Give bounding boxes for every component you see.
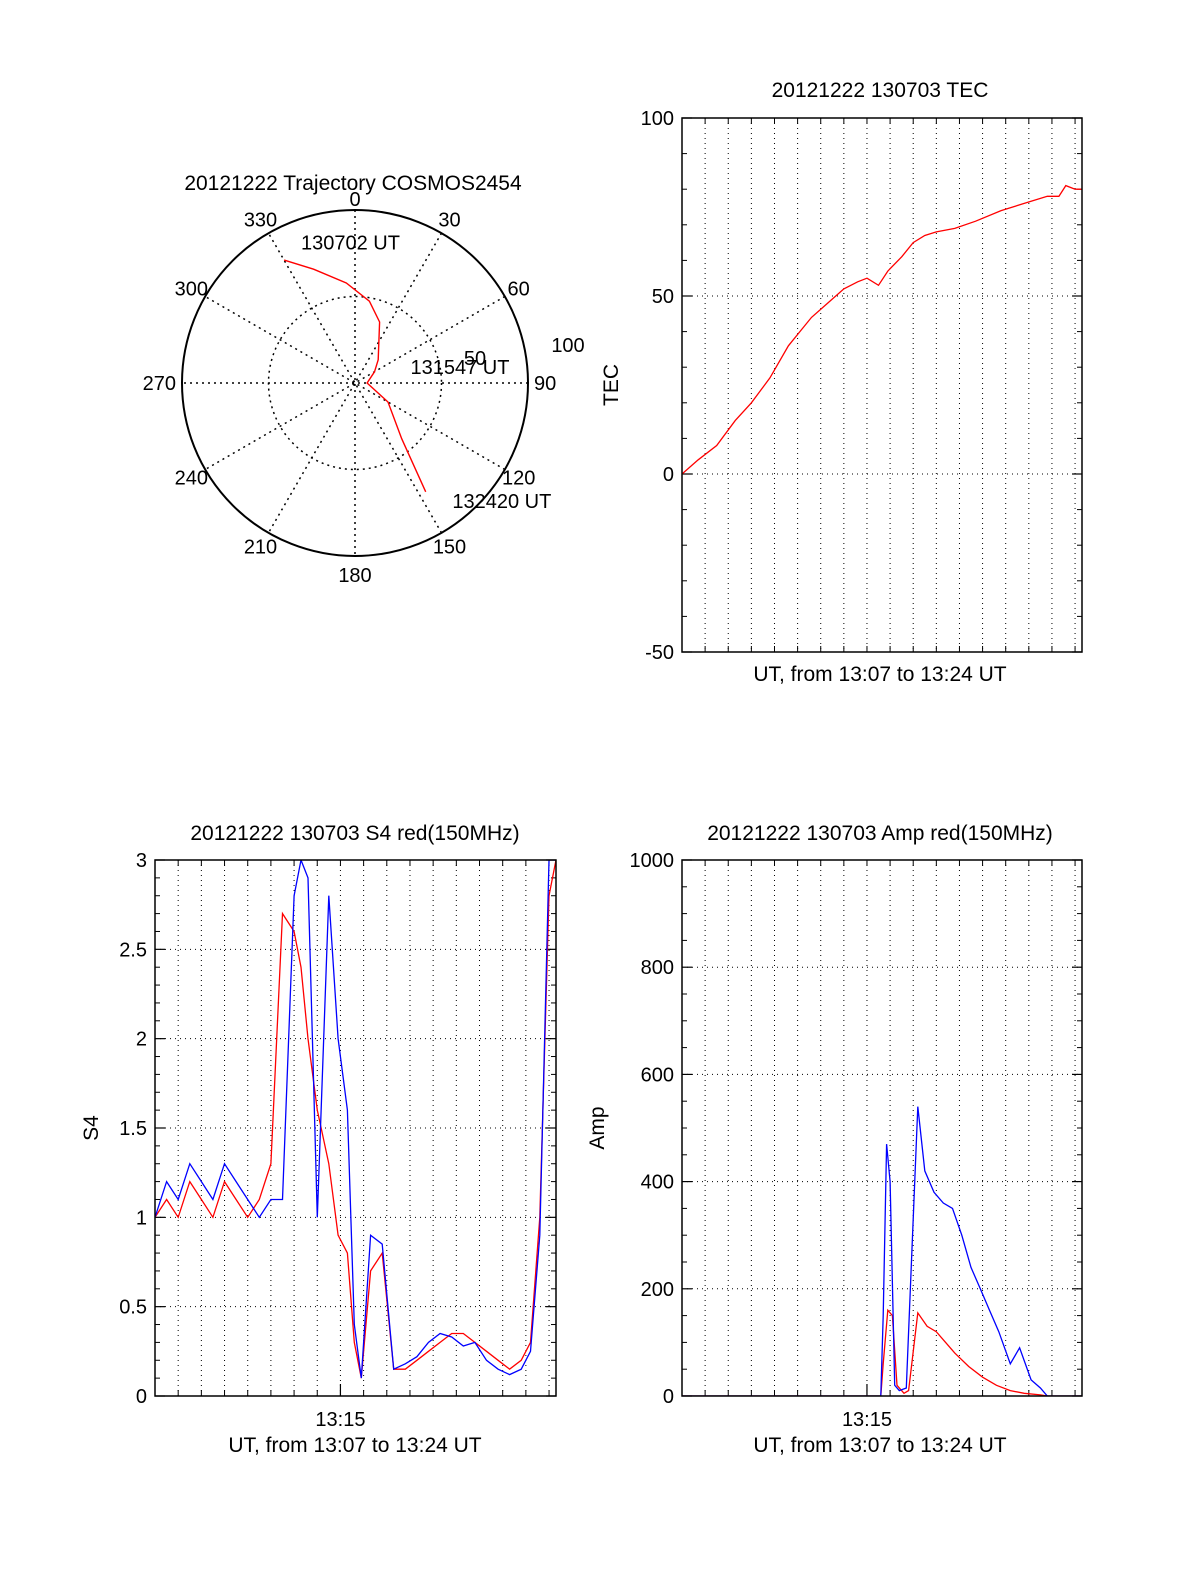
y-tick-label: -50: [645, 642, 674, 664]
y-tick-label: 0: [136, 1386, 147, 1408]
y-tick-label: 1.5: [119, 1118, 147, 1140]
polar-angle-labels: 0 30 60 90 120 150 180 210 240 270 300 330: [143, 189, 557, 587]
series-group: [155, 860, 556, 1379]
s4-xlabel: UT, from 13:07 to 13:24 UT: [228, 1434, 481, 1457]
polar-angle-label: 120: [502, 468, 535, 490]
y-tick-label: 400: [641, 1172, 674, 1194]
s4-ylabel: S4: [80, 1115, 103, 1141]
polar-angle-label: 180: [338, 565, 371, 587]
series-group: [682, 184, 1082, 475]
polar-angle-label: 210: [244, 537, 277, 559]
series-line-red: [155, 860, 556, 1379]
polar-angle-label: 270: [143, 373, 176, 395]
polar-radius-label: 100: [551, 335, 584, 357]
polar-spoke: [204, 295, 506, 471]
tec-xlabel: UT, from 13:07 to 13:24 UT: [753, 663, 1006, 686]
y-tick-label: 0: [663, 1386, 674, 1408]
y-tick-label: 2.5: [119, 939, 147, 961]
polar-spoke: [267, 232, 443, 534]
amp-panel: 20121222 130703 Amp red(150MHz) UT, from…: [586, 822, 1083, 1457]
series-group: [682, 1106, 1082, 1396]
x-tick-label: 13:15: [315, 1409, 365, 1431]
y-tick-label: 800: [641, 957, 674, 979]
y-tick-label: 600: [641, 1064, 674, 1086]
y-tick-label: 0.5: [119, 1297, 147, 1319]
trajectory-panel: 20121222 Trajectory COSMOS2454 0 30 60 90 12…: [143, 172, 585, 587]
y-tick-label: 100: [641, 108, 674, 130]
y-tick-label: 1: [136, 1207, 147, 1229]
plot-frame: [154, 859, 557, 1397]
x-tick-label: 13:15: [842, 1409, 892, 1431]
amp-xlabel: UT, from 13:07 to 13:24 UT: [753, 1434, 1006, 1457]
polar-angle-label: 90: [534, 373, 556, 395]
trajectory-time-annotation: 130702 UT: [301, 233, 400, 255]
tec-ylabel: TEC: [600, 364, 623, 406]
plot-frame: [681, 117, 1083, 653]
y-tick-label: 200: [641, 1279, 674, 1301]
polar-radius-labels: 50 100: [464, 335, 585, 370]
polar-angle-label: 150: [433, 537, 466, 559]
polar-angle-label: 240: [175, 468, 208, 490]
trajectory-time-annotation: 132420 UT: [452, 491, 551, 513]
polar-angle-label: 300: [175, 279, 208, 301]
tec-panel: 20121222 130703 TEC UT, from 13:07 to 13…: [600, 79, 1083, 686]
s4-title: 20121222 130703 S4 red(150MHz): [190, 822, 519, 845]
series-line-blue: [155, 860, 556, 1379]
plot-frame: [681, 859, 1083, 1397]
polar-series: [283, 259, 427, 493]
trajectory-title: 20121222 Trajectory COSMOS2454: [184, 172, 522, 195]
polar-angle-label: 0: [349, 189, 360, 211]
polar-spoke: [204, 295, 506, 471]
y-tick-label: 3: [136, 850, 147, 872]
polar-radius-label: 50: [464, 348, 486, 370]
polar-grid: [181, 209, 529, 557]
y-tick-label: 50: [652, 286, 674, 308]
polar-angle-label: 30: [438, 209, 460, 231]
trajectory-line: [283, 259, 427, 493]
trajectory-time-annotation: 131547 UT: [410, 357, 509, 379]
series-line-blue: [682, 1106, 1082, 1396]
y-tick-label: 2: [136, 1029, 147, 1051]
series-line-red: [682, 1308, 1082, 1396]
amp-ylabel: Amp: [586, 1106, 609, 1149]
amp-title: 20121222 130703 Amp red(150MHz): [707, 822, 1053, 845]
tec-title: 20121222 130703 TEC: [772, 79, 989, 102]
s4-panel: 20121222 130703 S4 red(150MHz) UT, from …: [80, 822, 557, 1457]
y-tick-label: 1000: [630, 850, 675, 872]
polar-spoke: [267, 232, 443, 534]
y-tick-label: 0: [663, 464, 674, 486]
polar-angle-label: 330: [244, 209, 277, 231]
polar-angle-label: 60: [508, 279, 530, 301]
series-line-red: [682, 184, 1082, 475]
polar-inner-circle: [267, 295, 443, 471]
polar-annotations: 130702 UT 131547 UT 132420 UT: [301, 233, 551, 513]
